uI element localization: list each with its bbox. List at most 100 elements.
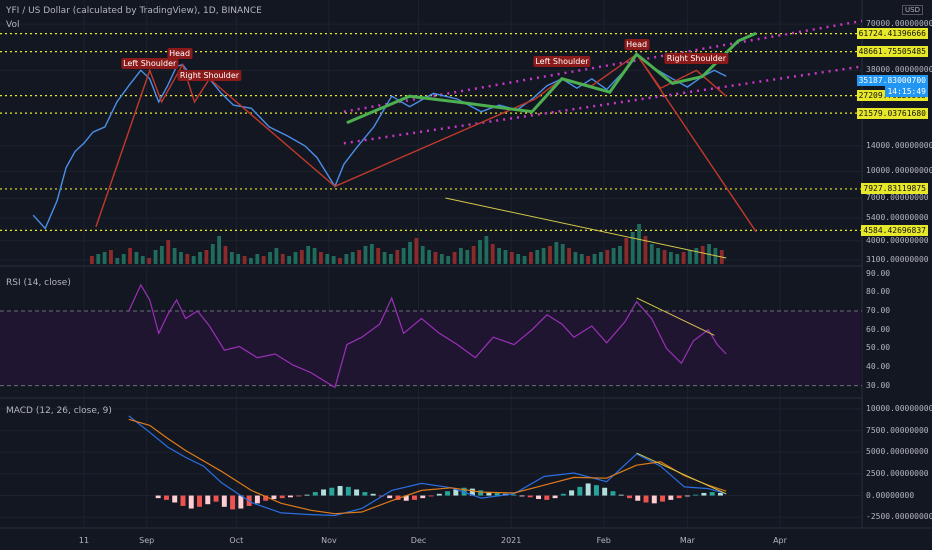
volume-bar: [312, 248, 317, 264]
macd-histogram-bar: [304, 494, 310, 496]
price-tick-label: 5400.00000000: [866, 212, 929, 222]
rsi-panel: [0, 283, 862, 389]
macd-histogram-bar: [519, 495, 525, 497]
macd-line: [128, 415, 727, 517]
volume-bar: [115, 258, 120, 264]
macd-histogram-bar: [436, 493, 442, 496]
macd-panel: [128, 415, 727, 517]
currency-button[interactable]: USD: [902, 5, 923, 15]
price-tick-label: 4000.00000000: [866, 235, 929, 245]
volume-bar: [573, 252, 578, 264]
pane-separators: [0, 0, 932, 529]
volume-bar: [694, 248, 699, 264]
macd-histogram-bar: [651, 495, 657, 504]
volume-bar: [236, 254, 241, 264]
volume-bar: [128, 248, 132, 264]
x-tick-label: Dec: [410, 536, 427, 545]
level-badge: 48661.75505485: [856, 46, 928, 58]
level-badge: 7927.83119875: [861, 183, 928, 195]
pattern-label: Right Shoulder: [177, 70, 242, 81]
macd-histogram-bar: [213, 495, 219, 502]
level-badge: 61724.41396666: [856, 28, 928, 40]
volume-bar: [401, 248, 406, 264]
macd-histogram-bar: [717, 492, 723, 496]
volume-bar: [567, 248, 571, 264]
macd-histogram-bar: [362, 492, 368, 496]
red-target-line: [636, 53, 757, 233]
macd-histogram-bar: [602, 487, 608, 496]
volume-bar: [249, 258, 253, 264]
volume-bar: [242, 256, 247, 264]
volume-bar: [261, 256, 266, 264]
volume-bar: [560, 244, 565, 264]
volume-bar: [89, 256, 94, 264]
horizontal-levels: [0, 33, 862, 231]
volume-bar: [579, 254, 584, 264]
macd-label: MACD (12, 26, close, 9): [6, 406, 112, 416]
volume-bar: [319, 252, 323, 264]
volume-bar: [452, 252, 457, 264]
head-shoulders-lines: [95, 31, 757, 233]
volume-bar: [134, 252, 139, 264]
price-tick-label: 10000.00000000: [866, 166, 932, 176]
volume-bar: [662, 250, 667, 264]
volume-bar: [618, 246, 622, 264]
price-tick-label: 7000.00000000: [866, 193, 929, 203]
volume-bar: [217, 236, 222, 264]
macd-histogram-bar: [486, 492, 492, 496]
macd-histogram-bar: [428, 495, 434, 497]
volume-bar: [369, 244, 374, 264]
macd-histogram-bar: [420, 495, 426, 499]
volume-bar: [605, 250, 610, 264]
volume-bar: [159, 246, 164, 264]
volume-bar: [408, 242, 412, 264]
macd-histogram-bar: [701, 492, 707, 496]
x-tick-label: Nov: [321, 536, 337, 545]
rsi-tick-label: 30.00: [866, 380, 891, 390]
volume-bar: [198, 252, 202, 264]
volume-bar: [223, 246, 228, 264]
macd-histogram-bar: [627, 495, 632, 499]
rsi-tick-label: 50.00: [866, 343, 891, 353]
macd-histogram-bar: [635, 495, 641, 501]
macd-histogram-bar: [610, 491, 616, 496]
pattern-label: Head: [624, 39, 650, 50]
last-price-badge: 35187.83000700: [856, 75, 928, 86]
macd-histogram-bar: [536, 495, 542, 500]
volume-bar: [459, 248, 463, 264]
volume-divergence-line: [445, 197, 727, 259]
volume-bar: [700, 246, 705, 264]
volume-bar: [363, 246, 368, 264]
trend-channel: [343, 19, 863, 145]
macd-histogram-bar: [221, 495, 227, 507]
volume-bar: [229, 252, 234, 264]
level-badge: 4584.42696837: [861, 224, 928, 236]
volume-bar: [274, 248, 279, 264]
rsi-divergence-line: [636, 297, 715, 336]
pattern-label: Head: [167, 48, 193, 59]
pattern-label: Left Shoulder: [533, 56, 591, 67]
macd-histogram-bar: [668, 495, 674, 500]
volume-bar: [350, 252, 355, 264]
price-tick-label: 38000.00000000: [866, 65, 932, 75]
rsi-tick-label: 80.00: [866, 287, 891, 297]
volume-bars: [89, 197, 727, 264]
macd-tick-label: 7500.00000000: [866, 425, 929, 435]
volume-bar: [535, 250, 540, 264]
volume-bar: [592, 254, 597, 264]
x-tick-label: Feb: [596, 536, 611, 545]
volume-bar: [147, 258, 152, 264]
rsi-tick-label: 60.00: [866, 324, 891, 334]
volume-bar: [210, 244, 215, 264]
volume-bar: [624, 238, 629, 264]
price-chart: [32, 53, 727, 230]
macd-histogram-bar: [180, 495, 186, 506]
x-tick-label: 11: [78, 536, 90, 545]
volume-bar: [471, 246, 476, 264]
x-tick-label: Apr: [773, 536, 787, 545]
macd-histogram-bar: [403, 495, 409, 501]
volume-bar: [465, 250, 470, 264]
macd-histogram-bar: [469, 488, 475, 496]
volume-bar: [490, 244, 495, 264]
